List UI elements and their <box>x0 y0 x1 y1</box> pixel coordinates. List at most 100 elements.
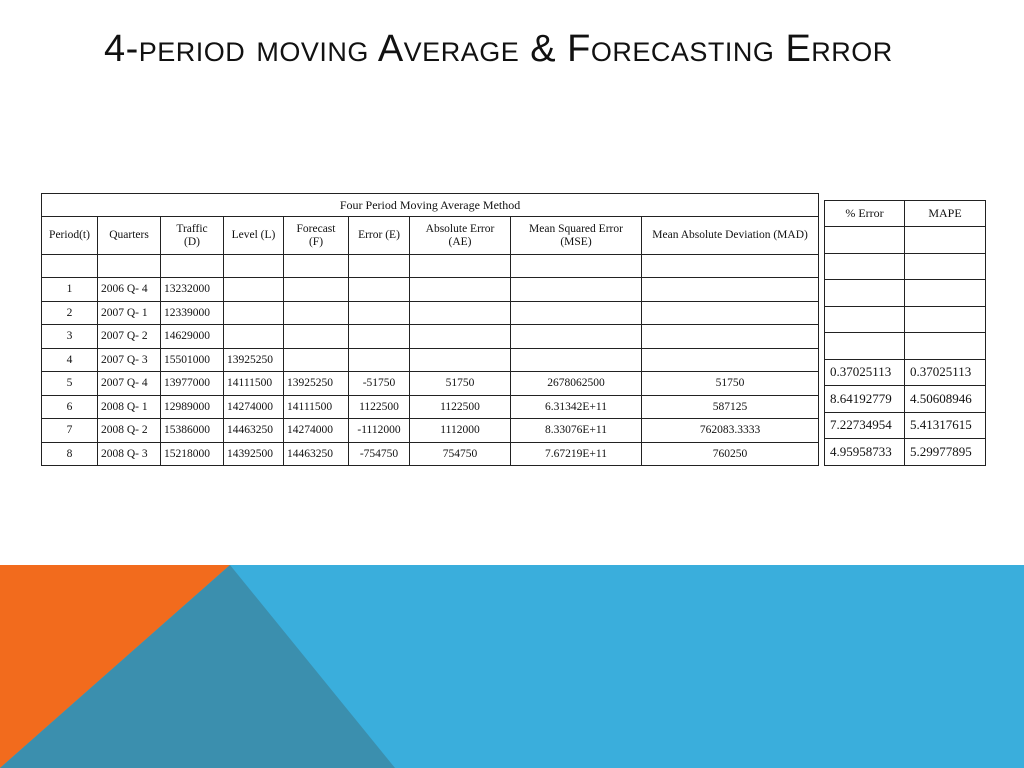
header-forecast: Forecast (F) <box>283 216 349 255</box>
table-cell <box>348 277 410 302</box>
error-table-cell: 8.64192779 <box>824 385 905 413</box>
table-row: 8 2008 Q- 3 15218000 14392500 14463250 -75475… <box>41 441 820 466</box>
header-mse-line: Mean Squared Error <box>529 222 623 235</box>
table-cell <box>640 347 820 372</box>
error-table-row: 7.22734954 5.41317615 <box>824 411 986 439</box>
table-cell: 12339000 <box>160 300 224 325</box>
table-cell: 8.33076E+11 <box>510 418 642 443</box>
header-absolute-error-line: (AE) <box>448 235 472 248</box>
table-empty-row <box>41 254 820 278</box>
error-table-cell <box>824 226 905 254</box>
table-cell: 13232000 <box>160 277 224 302</box>
table-row: 6 2008 Q- 1 12989000 14274000 14111500 112250… <box>41 394 820 419</box>
table-cell: 3 <box>41 324 98 349</box>
table-cell: 6 <box>41 394 98 419</box>
error-table-cell: 0.37025113 <box>904 358 986 386</box>
table-row: 5 2007 Q- 4 13977000 14111500 13925250 -51750… <box>41 371 820 396</box>
table-cell: -1112000 <box>348 418 410 443</box>
error-table-cell: 5.29977895 <box>904 438 986 466</box>
error-table-row: 4.95958733 5.29977895 <box>824 438 986 466</box>
header-quarters: Quarters <box>97 216 161 255</box>
table-cell: 587125 <box>640 394 820 419</box>
table-cell: 2007 Q- 1 <box>97 300 161 325</box>
error-table-row: 0.37025113 0.37025113 <box>824 358 986 386</box>
table-cell: 15386000 <box>160 418 224 443</box>
table-cell: 13977000 <box>160 371 224 396</box>
table-cell: 13925250 <box>283 371 349 396</box>
error-table-header-row: % Error MAPE <box>824 200 986 227</box>
error-table-cell <box>904 305 986 333</box>
table-cell: 14629000 <box>160 324 224 349</box>
footer-decoration <box>0 565 1024 768</box>
error-table-cell <box>824 305 905 333</box>
header-traffic-line: (D) <box>184 235 200 248</box>
table-cell: 2008 Q- 1 <box>97 394 161 419</box>
table-cell: 13925250 <box>223 347 284 372</box>
table-row: 4 2007 Q- 3 15501000 13925250 <box>41 347 820 372</box>
table-cell <box>510 324 642 349</box>
table-cell: 12989000 <box>160 394 224 419</box>
table-cell <box>283 277 349 302</box>
table-cell: 14463250 <box>283 441 349 466</box>
table-cell: 2006 Q- 4 <box>97 277 161 302</box>
table-cell: 2678062500 <box>510 371 642 396</box>
table-cell: 760250 <box>640 441 820 466</box>
table-cell: 1122500 <box>409 394 511 419</box>
table-cell: 754750 <box>409 441 511 466</box>
table-cell: 2008 Q- 2 <box>97 418 161 443</box>
header-absolute-error: Absolute Error (AE) <box>409 216 511 255</box>
header-level: Level (L) <box>223 216 284 255</box>
header-period-line: Period(t) <box>49 229 90 241</box>
table-cell: 14274000 <box>223 394 284 419</box>
table-cell: 2007 Q- 4 <box>97 371 161 396</box>
table-cell: 14111500 <box>223 371 284 396</box>
table-cell: 7.67219E+11 <box>510 441 642 466</box>
table-cell: 14111500 <box>283 394 349 419</box>
table-cell: 762083.3333 <box>640 418 820 443</box>
error-table-row <box>824 305 986 333</box>
table-cell <box>409 324 511 349</box>
table-cell: 2 <box>41 300 98 325</box>
error-table-cell <box>824 252 905 280</box>
table-cell: 6.31342E+11 <box>510 394 642 419</box>
slide-title: 4-period moving Average & Forecasting Er… <box>104 28 893 70</box>
table-row: 2 2007 Q- 1 12339000 <box>41 300 820 325</box>
table-cell <box>409 277 511 302</box>
table-cell <box>348 347 410 372</box>
header-traffic-line: Traffic <box>176 222 208 235</box>
table-cell <box>283 300 349 325</box>
table-row: 7 2008 Q- 2 15386000 14463250 14274000 -11120… <box>41 418 820 443</box>
error-table-cell <box>904 226 986 254</box>
footer-teal-triangle <box>0 565 395 768</box>
header-mse-line: (MSE) <box>560 235 592 248</box>
table-cell <box>640 277 820 302</box>
table-cell: -51750 <box>348 371 410 396</box>
table-cell <box>510 277 642 302</box>
table-cell: 14392500 <box>223 441 284 466</box>
moving-average-table: Four Period Moving Average Method Period… <box>40 193 820 466</box>
error-table-cell <box>824 332 905 360</box>
table-cell <box>409 347 511 372</box>
error-table-cell <box>904 252 986 280</box>
table-cell <box>283 347 349 372</box>
header-mape: MAPE <box>904 200 986 227</box>
table-cell <box>640 300 820 325</box>
table-cell <box>223 324 284 349</box>
error-table-cell: 0.37025113 <box>824 358 905 386</box>
error-table-row: 8.64192779 4.50608946 <box>824 385 986 413</box>
table-cell: 7 <box>41 418 98 443</box>
header-forecast-line: Forecast <box>296 222 336 235</box>
table-cell: 14274000 <box>283 418 349 443</box>
table-cell: 2007 Q- 3 <box>97 347 161 372</box>
table-cell: 14463250 <box>223 418 284 443</box>
error-table-row <box>824 252 986 280</box>
table-cell: -754750 <box>348 441 410 466</box>
table-row: 1 2006 Q- 4 13232000 <box>41 277 820 302</box>
table-cell: 5 <box>41 371 98 396</box>
error-table-cell: 7.22734954 <box>824 411 905 439</box>
header-mad-line: Mean Absolute Deviation (MAD) <box>652 229 808 241</box>
header-percent-error: % Error <box>824 200 905 227</box>
table-row: 3 2007 Q- 2 14629000 <box>41 324 820 349</box>
table-cell <box>348 300 410 325</box>
table-cell <box>510 347 642 372</box>
